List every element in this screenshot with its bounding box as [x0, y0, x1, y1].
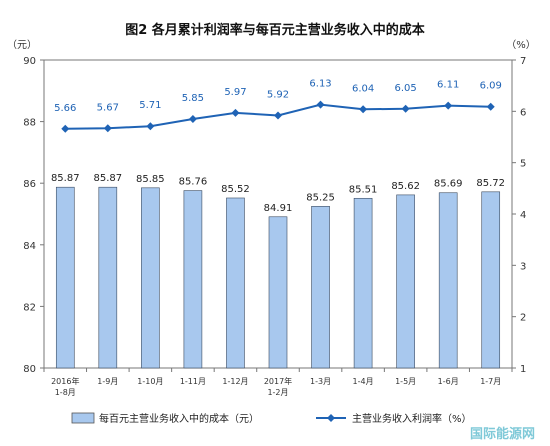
- bar-value-label: 85.69: [434, 179, 463, 190]
- right-tick-label: 7: [520, 56, 526, 67]
- line-point: [146, 122, 155, 131]
- x-tick-label: 1-4月: [353, 377, 374, 386]
- bar-value-label: 85.85: [136, 174, 165, 185]
- bar: [396, 194, 415, 369]
- line-value-label: 6.11: [437, 80, 459, 91]
- chart-title: 图2 各月累计利润率与每百元主营业务收入中的成本: [125, 22, 425, 38]
- x-tick-label: 2016年: [51, 376, 79, 386]
- left-axis-unit: （元）: [7, 39, 37, 51]
- left-tick-label: 86: [23, 179, 36, 190]
- bar: [481, 191, 501, 369]
- x-tick-label: 1-8月: [55, 388, 76, 397]
- bar: [183, 190, 203, 369]
- right-axis: 1 2 3 4 5 6 7: [512, 56, 526, 375]
- bar-value-label: 85.87: [93, 173, 122, 184]
- line-point: [231, 108, 240, 117]
- bar-value-label: 85.25: [306, 192, 335, 203]
- bar-value-label: 85.62: [391, 181, 420, 192]
- line-value-label: 5.92: [267, 89, 289, 100]
- left-tick-label: 80: [23, 364, 36, 375]
- legend-bar-label: 每百元主营业务收入中的成本（元）: [99, 412, 259, 425]
- legend-line-label: 主营业务收入利润率（%）: [352, 412, 472, 425]
- line-value-label: 5.97: [224, 87, 246, 98]
- x-tick-label: 1-3月: [310, 377, 331, 386]
- line-value-label: 5.66: [54, 103, 76, 114]
- line-point: [103, 124, 112, 133]
- x-tick-label: 2017年: [264, 376, 292, 386]
- line-value-label: 6.04: [352, 83, 374, 94]
- x-tick-label: 1-5月: [395, 377, 416, 386]
- right-tick-label: 5: [520, 159, 526, 170]
- left-tick-label: 90: [23, 56, 36, 67]
- right-tick-label: 3: [520, 261, 526, 272]
- line-point: [316, 100, 325, 109]
- left-tick-label: 84: [23, 241, 36, 252]
- right-axis-unit: （%）: [506, 39, 536, 51]
- legend: 每百元主营业务收入中的成本（元） 主营业务收入利润率（%）: [71, 412, 472, 425]
- x-tick-label: 1-2月: [267, 388, 288, 397]
- bar: [141, 187, 160, 369]
- bar: [311, 206, 330, 369]
- line-value-label: 5.67: [97, 102, 119, 113]
- bar: [55, 186, 75, 369]
- x-tick-label: 1-10月: [137, 377, 163, 386]
- legend-line-marker: [327, 414, 335, 422]
- bar: [268, 216, 288, 369]
- bar: [98, 186, 118, 369]
- line-point: [274, 111, 282, 120]
- x-tick-label: 1-9月: [97, 377, 118, 386]
- bar-value-label: 85.87: [51, 173, 80, 184]
- bar-series: 85.87 85.87 85.85 85.76 85.52 84.91 85.25 85.51…: [51, 173, 505, 369]
- x-tick-label: 1-12月: [222, 377, 248, 386]
- left-axis: 80 82 84 86 88 90: [23, 56, 44, 375]
- bar-value-label: 85.76: [179, 177, 208, 188]
- legend-bar-swatch: [71, 412, 95, 424]
- left-tick-label: 88: [23, 118, 36, 129]
- bar: [353, 197, 373, 369]
- bar: [226, 197, 245, 369]
- line-value-label: 5.71: [139, 100, 161, 111]
- watermark-text: 国际能源网: [470, 426, 535, 442]
- line-point: [401, 104, 410, 113]
- bar: [438, 192, 458, 369]
- bar-value-label: 85.51: [349, 184, 378, 195]
- right-tick-label: 2: [520, 313, 526, 324]
- bar-value-label: 85.72: [476, 178, 505, 189]
- right-tick-label: 1: [520, 364, 526, 375]
- line-value-label: 6.09: [480, 81, 502, 92]
- x-tick-label: 1-6月: [438, 377, 459, 386]
- line-value-label: 6.05: [395, 83, 417, 94]
- line-value-label: 5.85: [182, 93, 204, 104]
- line-point: [61, 124, 70, 133]
- x-tick-label: 1-7月: [480, 377, 501, 386]
- line-point: [188, 115, 197, 124]
- left-tick-label: 82: [23, 302, 36, 313]
- line-value-label: 6.13: [309, 79, 331, 90]
- line-series: 5.66 5.67 5.71 5.85 5.97 5.92 6.13 6.04 6.05 6.11…: [54, 79, 502, 133]
- x-tick-label: 1-11月: [180, 377, 206, 386]
- x-axis: 2016年 1-8月 1-9月 1-10月 1-11月 1-12月 2017年 1-2月 1-3…: [43, 368, 513, 397]
- line-point: [359, 105, 368, 114]
- line-point: [486, 102, 495, 111]
- right-tick-label: 4: [520, 210, 526, 221]
- bar-value-label: 84.91: [264, 203, 293, 214]
- bar-value-label: 85.52: [221, 184, 250, 195]
- right-tick-label: 6: [520, 107, 526, 118]
- line-point: [444, 101, 453, 110]
